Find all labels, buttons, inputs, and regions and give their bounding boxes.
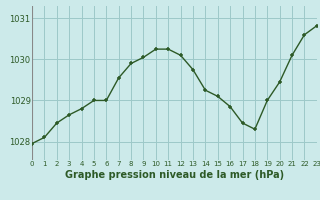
X-axis label: Graphe pression niveau de la mer (hPa): Graphe pression niveau de la mer (hPa) [65, 170, 284, 180]
